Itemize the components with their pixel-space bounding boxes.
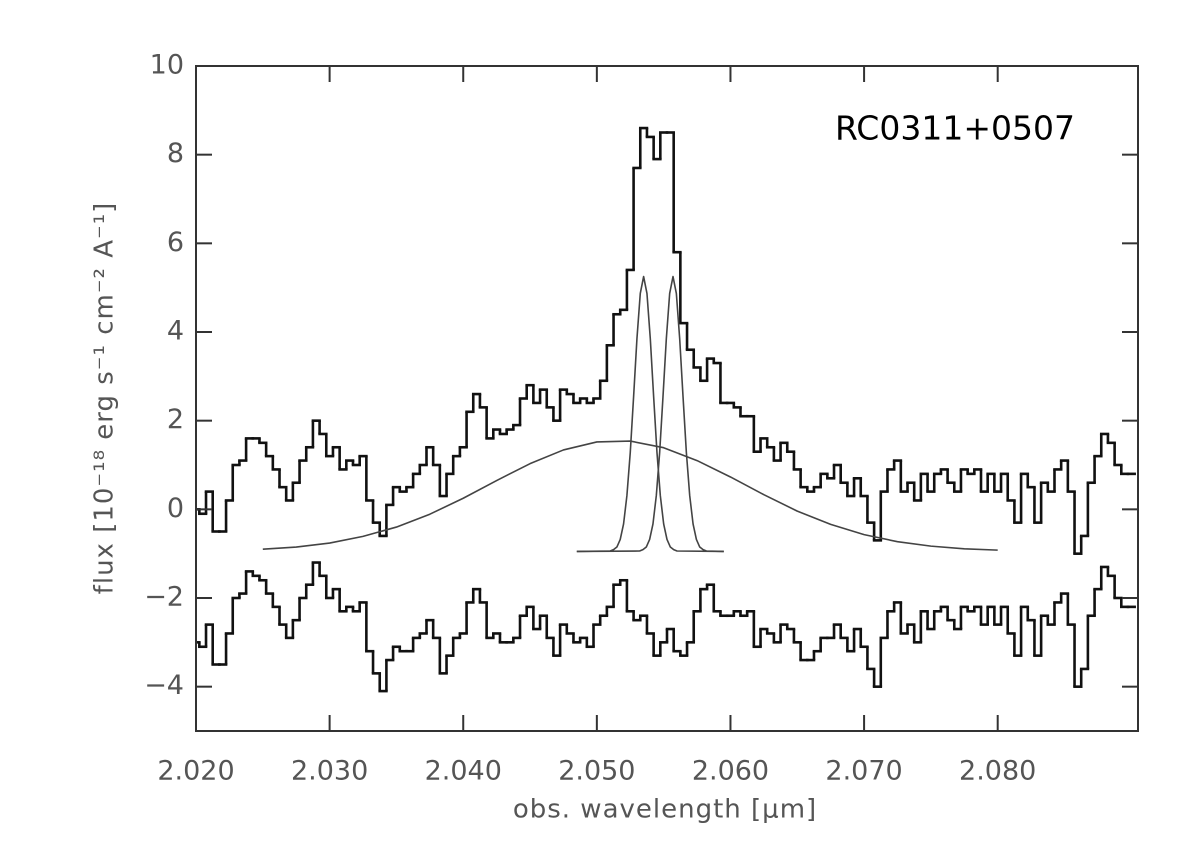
y-tick-label: 4 bbox=[167, 316, 184, 347]
y-axis-label: flux [10⁻¹⁸ erg s⁻¹ cm⁻² A⁻¹] bbox=[90, 202, 120, 595]
plot-area bbox=[196, 126, 1136, 693]
y-tick-label: −4 bbox=[144, 670, 184, 701]
x-tick-label: 2.070 bbox=[825, 756, 902, 787]
y-tick-label: 6 bbox=[167, 227, 184, 258]
x-tick-label: 2.030 bbox=[291, 756, 368, 787]
x-axis-label: obs. wavelength [μm] bbox=[513, 795, 817, 825]
y-tick-label: 10 bbox=[150, 50, 184, 81]
x-tick-label: 2.060 bbox=[692, 756, 769, 787]
model-curve bbox=[576, 275, 724, 553]
annotation: RC0311+0507 bbox=[835, 109, 1075, 148]
y-tick-label: −2 bbox=[144, 582, 184, 613]
x-tick-label: 2.020 bbox=[157, 756, 234, 787]
y-tick-label: 8 bbox=[167, 138, 184, 169]
x-tick-label: 2.040 bbox=[425, 756, 502, 787]
axes-frame bbox=[195, 65, 1139, 732]
x-tick-label: 2.050 bbox=[558, 756, 635, 787]
model-curve bbox=[576, 275, 724, 553]
y-tick-label: 0 bbox=[167, 493, 184, 524]
x-tick-label: 2.080 bbox=[959, 756, 1036, 787]
y-tick-label: 2 bbox=[167, 404, 184, 435]
